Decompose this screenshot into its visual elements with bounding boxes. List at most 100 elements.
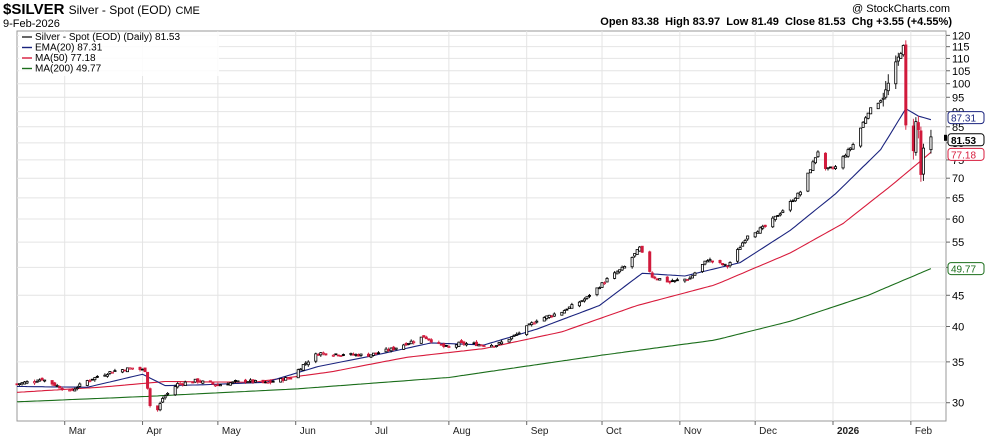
tag-ema20-box — [947, 111, 985, 125]
candle-body — [166, 393, 170, 395]
candle-body — [808, 169, 812, 174]
x-tick-label: Mar — [69, 426, 87, 437]
candle-body — [816, 151, 820, 158]
candle-body — [864, 117, 868, 124]
candle-body — [173, 386, 177, 396]
candle-body — [191, 381, 195, 384]
candle-body — [78, 383, 82, 387]
x-tick-label: Oct — [606, 426, 622, 437]
candle-body — [567, 306, 571, 309]
candle-body — [176, 383, 180, 388]
candle-body — [88, 380, 92, 383]
candle-body — [482, 345, 486, 348]
candle-body — [778, 213, 782, 216]
copyright: @ StockCharts.com — [852, 3, 950, 15]
last-price-marker — [944, 134, 947, 141]
candle-body — [236, 380, 240, 383]
candle-body — [605, 278, 609, 283]
candle-body — [510, 336, 514, 340]
tag-price-box — [947, 133, 985, 147]
tag-ema20-value: 87.31 — [951, 114, 976, 125]
candle-body — [525, 325, 529, 336]
candle-body — [95, 375, 99, 378]
ma50-line — [16, 151, 932, 393]
candle-body — [879, 100, 883, 103]
legend-bg — [19, 32, 219, 76]
candle-body — [60, 388, 64, 390]
candle-body — [884, 89, 888, 98]
candle-body — [93, 377, 97, 381]
candle-body — [246, 381, 250, 384]
x-tick-label: May — [222, 426, 241, 437]
candle-body — [324, 353, 328, 356]
candle-body — [90, 378, 94, 381]
candle-body — [354, 354, 358, 356]
candle-body — [146, 371, 150, 389]
candle-body — [429, 339, 433, 343]
candle-body — [851, 144, 855, 150]
tag-ma200-value: 49.77 — [951, 265, 976, 276]
candle-body — [123, 369, 127, 372]
candle-body — [492, 345, 496, 348]
candle-body — [728, 262, 732, 267]
candle-body — [372, 352, 376, 356]
y-tick-label: 95 — [952, 92, 964, 104]
candle-body — [618, 269, 622, 273]
candle-body — [710, 260, 714, 263]
x-tick-label: Aug — [453, 426, 471, 437]
candle-body — [281, 378, 285, 381]
candle-body — [105, 374, 109, 377]
candle-body — [279, 378, 283, 383]
candle-body — [128, 367, 132, 370]
open-value: 83.38 — [631, 16, 659, 28]
candle-body — [718, 260, 722, 263]
candle-body — [552, 313, 556, 317]
candle-body — [479, 344, 484, 347]
legend-ma200-label: MA(200) 49.77 — [35, 64, 102, 75]
candle-body — [216, 384, 220, 387]
candle-body — [806, 172, 810, 192]
x-tick-label: Apr — [147, 426, 163, 437]
candle-body — [894, 61, 898, 85]
candle-body — [58, 385, 62, 389]
candle-body — [507, 338, 511, 343]
candle-body — [796, 192, 800, 199]
candle-body — [527, 323, 531, 326]
candle-body — [670, 280, 674, 283]
candle-body — [183, 381, 187, 386]
candle-body — [570, 304, 574, 309]
candle-body — [741, 242, 745, 247]
candle-body — [367, 353, 371, 357]
low-value: 81.49 — [751, 16, 779, 28]
candle-body — [38, 379, 42, 382]
candle-body — [299, 368, 303, 371]
candle-body — [859, 127, 863, 147]
candle-body — [623, 266, 627, 269]
candle-body — [881, 97, 885, 100]
candle-body — [899, 53, 903, 59]
y-tick-label: 55 — [952, 237, 964, 249]
candle-body — [703, 260, 707, 265]
candle-body — [550, 315, 554, 318]
candle-body — [638, 246, 642, 252]
candle-body — [33, 381, 37, 384]
candle-body — [296, 369, 300, 379]
candle-body — [495, 345, 499, 347]
y-tick-label: 60 — [952, 214, 964, 226]
candle-body — [901, 45, 905, 56]
x-tick-label: Sep — [531, 426, 549, 437]
candle-body — [321, 352, 325, 355]
candle-body — [673, 280, 677, 282]
candle-body — [721, 263, 725, 266]
y-tick-label: 120 — [952, 30, 970, 42]
candle-body — [648, 251, 652, 272]
candle-body — [700, 264, 704, 272]
candle-body — [665, 276, 669, 283]
candle-body — [402, 344, 406, 350]
candle-body — [314, 353, 318, 362]
candle-body — [635, 249, 639, 255]
high-value: 83.97 — [692, 16, 721, 28]
candle-body — [658, 278, 662, 281]
x-tick-label: Feb — [915, 426, 933, 437]
